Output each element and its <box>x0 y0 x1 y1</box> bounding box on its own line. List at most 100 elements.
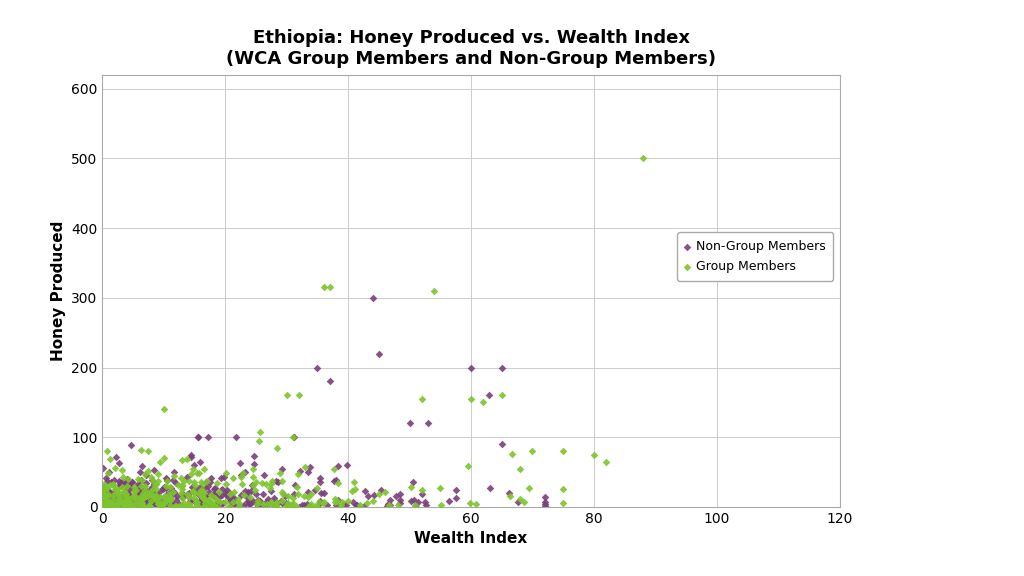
Group Members <box>191 488 208 498</box>
Group Members <box>126 487 142 496</box>
Group Members <box>157 498 173 507</box>
Non-Group Members <box>219 490 236 499</box>
Group Members <box>245 480 261 489</box>
Group Members <box>196 464 212 473</box>
Non-Group Members <box>131 499 147 508</box>
Non-Group Members <box>213 473 229 482</box>
Non-Group Members <box>125 501 141 510</box>
Non-Group Members <box>373 486 389 495</box>
Group Members <box>123 498 139 507</box>
Group Members <box>211 487 227 497</box>
Non-Group Members <box>131 491 147 501</box>
Non-Group Members <box>132 468 148 477</box>
Non-Group Members <box>248 489 264 498</box>
Non-Group Members <box>94 500 111 509</box>
Group Members <box>263 498 280 507</box>
Non-Group Members <box>301 463 317 472</box>
Group Members <box>460 461 476 471</box>
Non-Group Members <box>219 485 236 494</box>
Group Members <box>127 499 143 509</box>
Group Members <box>290 489 306 498</box>
Group Members <box>94 498 111 507</box>
Non-Group Members <box>161 497 177 506</box>
Non-Group Members <box>214 491 230 500</box>
Non-Group Members <box>174 489 190 498</box>
Non-Group Members <box>136 484 153 494</box>
Non-Group Members <box>165 487 181 497</box>
Group Members <box>225 498 242 507</box>
Group Members <box>195 487 211 496</box>
Group Members <box>96 499 113 508</box>
Non-Group Members <box>197 491 213 501</box>
Non-Group Members <box>266 493 283 502</box>
Group Members <box>201 497 217 506</box>
Non-Group Members <box>195 502 211 511</box>
Group Members <box>352 501 369 510</box>
Non-Group Members <box>131 481 147 490</box>
Non-Group Members <box>191 490 208 499</box>
Non-Group Members <box>133 486 150 495</box>
Non-Group Members <box>388 492 404 501</box>
Group Members <box>97 492 114 501</box>
Non-Group Members <box>148 490 165 499</box>
Non-Group Members <box>141 498 158 507</box>
Non-Group Members <box>159 501 175 510</box>
Group Members <box>174 493 190 502</box>
Non-Group Members <box>116 502 132 511</box>
Group Members <box>207 493 223 502</box>
Non-Group Members <box>128 501 144 510</box>
Non-Group Members <box>224 496 241 505</box>
Non-Group Members <box>209 494 225 503</box>
Group Members <box>156 492 172 502</box>
Group Members <box>136 491 153 501</box>
Group Members <box>327 495 343 504</box>
Group Members <box>150 499 166 509</box>
Non-Group Members <box>211 492 227 502</box>
Y-axis label: Honey Produced: Honey Produced <box>50 221 66 361</box>
Non-Group Members <box>365 293 381 302</box>
Non-Group Members <box>114 492 130 501</box>
Non-Group Members <box>127 486 143 495</box>
Non-Group Members <box>318 501 335 510</box>
Group Members <box>316 498 333 507</box>
Group Members <box>106 485 123 494</box>
Group Members <box>142 472 159 482</box>
Group Members <box>468 499 484 509</box>
Non-Group Members <box>162 498 178 507</box>
Group Members <box>118 490 134 499</box>
Group Members <box>586 450 602 459</box>
Non-Group Members <box>161 500 177 509</box>
Non-Group Members <box>118 478 134 487</box>
Non-Group Members <box>162 502 178 511</box>
Non-Group Members <box>143 501 160 510</box>
Group Members <box>315 499 332 508</box>
Non-Group Members <box>418 501 434 510</box>
Non-Group Members <box>114 478 130 487</box>
Group Members <box>249 499 265 509</box>
Non-Group Members <box>240 487 256 497</box>
Non-Group Members <box>269 499 286 508</box>
Group Members <box>252 428 268 437</box>
Group Members <box>159 495 175 504</box>
Non-Group Members <box>187 497 204 506</box>
Group Members <box>179 499 196 509</box>
Non-Group Members <box>154 495 170 504</box>
Non-Group Members <box>100 502 117 511</box>
Group Members <box>132 492 148 502</box>
Group Members <box>273 497 290 506</box>
Non-Group Members <box>106 498 123 507</box>
Non-Group Members <box>101 467 118 476</box>
Group Members <box>101 499 118 509</box>
Group Members <box>128 495 144 505</box>
Non-Group Members <box>300 468 316 477</box>
Group Members <box>222 490 239 499</box>
Non-Group Members <box>96 497 113 506</box>
Non-Group Members <box>241 497 257 506</box>
Non-Group Members <box>121 480 137 490</box>
Non-Group Members <box>312 497 329 506</box>
Group Members <box>97 499 114 509</box>
Non-Group Members <box>356 486 373 495</box>
Group Members <box>142 489 159 498</box>
Group Members <box>289 483 305 492</box>
Group Members <box>112 498 128 507</box>
